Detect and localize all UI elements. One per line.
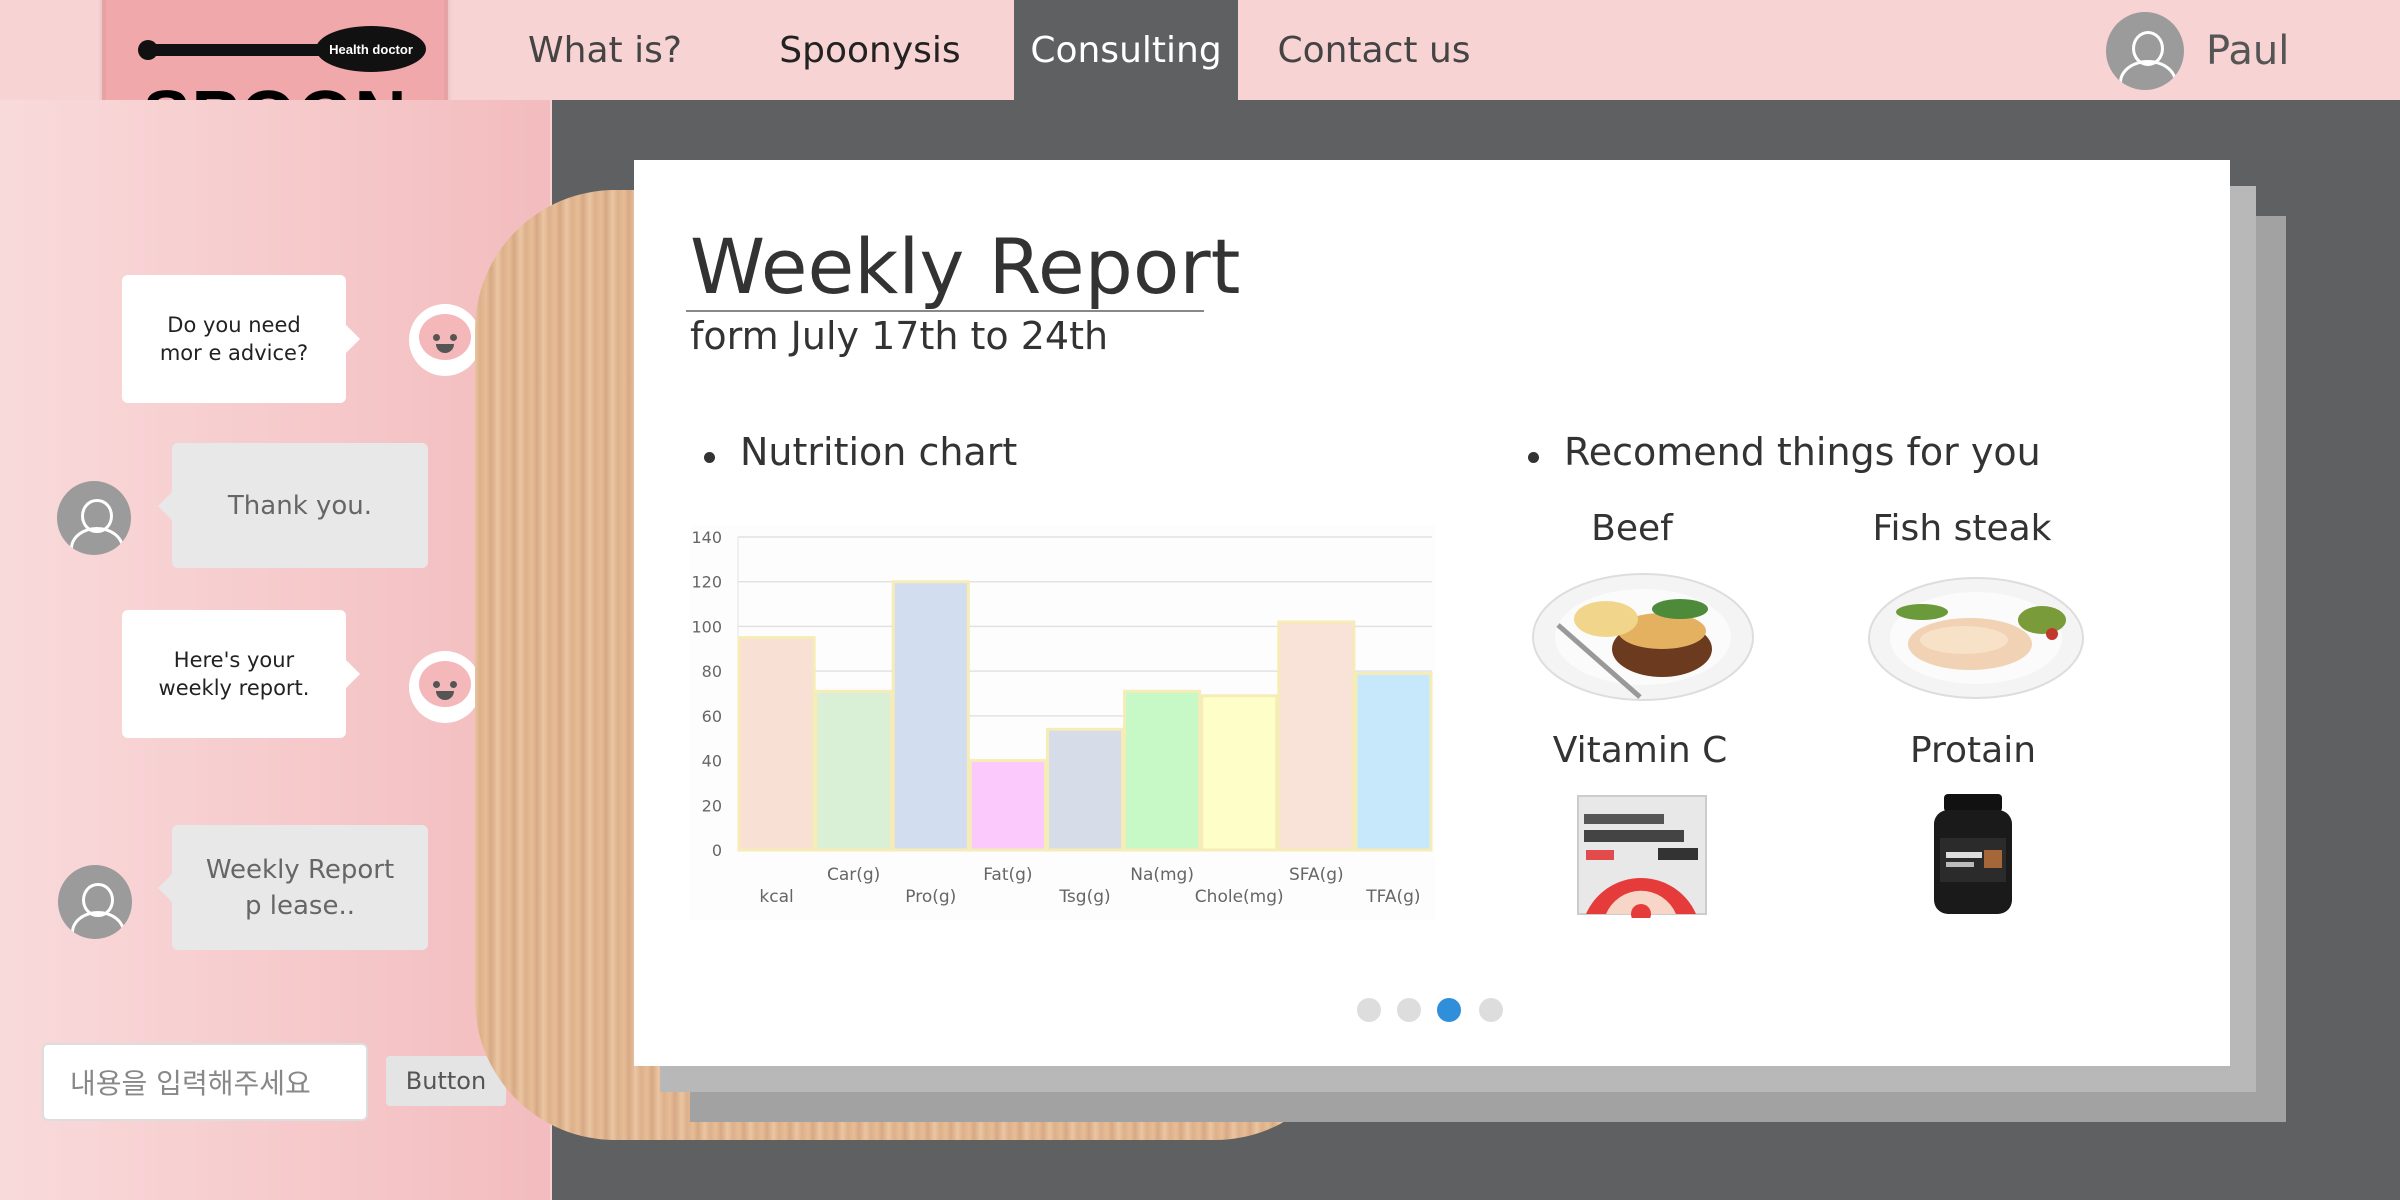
chart-bar-namg	[1123, 689, 1202, 852]
chart-x-tick-label: SFA(g)	[1289, 865, 1344, 885]
beef-dish-image[interactable]	[1530, 565, 1756, 710]
user-avatar-icon	[58, 865, 132, 939]
bot-hair	[419, 314, 471, 360]
bot-mouth	[436, 691, 454, 700]
chart-bar-cholemg	[1200, 694, 1279, 852]
chat-message-text: Here's your weekly report.	[158, 648, 310, 700]
carousel-dot[interactable]	[1397, 998, 1421, 1022]
nav-what-is[interactable]: What is?	[528, 29, 682, 71]
chart-bar-sfag	[1277, 620, 1356, 852]
bot-mouth	[436, 344, 454, 353]
rec-name-vitamin-c: Vitamin C	[1552, 730, 1728, 771]
chart-bar-tfag	[1354, 671, 1433, 852]
bot-eye	[433, 681, 440, 688]
nutrition-heading: Nutrition chart	[703, 430, 1018, 474]
rec-name-protein: Protain	[1909, 730, 2037, 771]
chart-y-tick-label: 100	[691, 617, 722, 636]
bot-eye	[433, 334, 440, 341]
chart-bars	[737, 580, 1433, 852]
bot-eye	[450, 681, 457, 688]
chart-x-tick-label: Fat(g)	[983, 865, 1032, 885]
report-title: Weekly Report	[690, 222, 1241, 311]
chart-x-tick-label: Tsg(g)	[1058, 887, 1110, 907]
bot-hair	[419, 661, 471, 707]
nav-consulting[interactable]: Consulting	[1014, 0, 1238, 100]
chart-x-tick-label: Car(g)	[827, 865, 880, 885]
protein-jar-image[interactable]	[1930, 792, 2016, 920]
chat-message-text: Thank you.	[227, 490, 373, 521]
chart-x-tick-label: Chole(mg)	[1195, 887, 1284, 907]
title-divider	[686, 310, 1204, 312]
user-avatar-icon	[57, 481, 131, 555]
logo-badge-text: Health doctor	[329, 41, 413, 57]
carousel-dot-active[interactable]	[1437, 998, 1461, 1022]
user-profile[interactable]: Paul	[2106, 12, 2289, 90]
chart-y-tick-label: 120	[691, 573, 722, 592]
chat-input[interactable]: 내용을 입력해주세요	[42, 1043, 368, 1121]
bot-face-icon	[409, 651, 481, 723]
rec-name-beef: Beef	[1591, 508, 1673, 549]
chart-bar-prog	[891, 580, 970, 852]
chart-y-tick-label: 140	[691, 528, 722, 547]
chart-bar-kcal	[737, 636, 816, 852]
chart-x-axis: kcal Car(g) Pro(g) Fat(g) Tsg(g) Na(mg)Chole(…	[759, 865, 1420, 907]
chat-message-text: Do you need mor e advice?	[159, 313, 309, 365]
chat-message-bot: Here's your weekly report.	[122, 610, 360, 738]
carousel-dot[interactable]	[1357, 998, 1381, 1022]
chat-send-button[interactable]: Button	[386, 1056, 506, 1106]
chart-y-tick-label: 60	[702, 707, 722, 726]
bot-eye	[450, 334, 457, 341]
recommend-heading: Recomend things for you	[1528, 430, 2041, 474]
chart-y-tick-label: 40	[702, 752, 722, 771]
top-nav-bar: Health doctor SPOON What is? Spoonysis C…	[0, 0, 2400, 176]
nav-contact-us[interactable]: Contact us	[1277, 29, 1471, 71]
chart-x-tick-label: kcal	[759, 887, 793, 907]
vitamin-c-box-image[interactable]	[1574, 792, 1710, 918]
chat-message-user: Thank you.	[158, 443, 428, 568]
chart-x-tick-label: Pro(g)	[905, 887, 956, 907]
chart-y-tick-label: 20	[702, 796, 722, 815]
chat-message-text: Weekly Report p lease..	[205, 854, 395, 921]
nav-spoonysis[interactable]: Spoonysis	[779, 29, 961, 71]
carousel-dot[interactable]	[1479, 998, 1503, 1022]
bot-face-icon	[409, 304, 481, 376]
chart-y-axis: 0 20 40 60 80 100 120 140	[691, 528, 722, 860]
rec-name-fish-steak: Fish steak	[1872, 508, 2052, 549]
fish-steak-dish-image[interactable]	[1866, 570, 2086, 704]
chat-message-user: Weekly Report p lease..	[158, 825, 428, 950]
chat-message-bot: Do you need mor e advice?	[122, 275, 360, 403]
spoon-bowl: Health doctor	[316, 26, 426, 72]
chart-bar-tsgg	[1045, 727, 1125, 852]
chart-x-tick-label: Na(mg)	[1130, 865, 1194, 885]
chart-x-tick-label: TFA(g)	[1365, 887, 1420, 907]
user-name: Paul	[2206, 28, 2290, 74]
chart-bar-carg	[814, 689, 893, 852]
chart-y-tick-label: 80	[702, 662, 722, 681]
user-avatar-icon	[2106, 12, 2184, 90]
report-date-range: form July 17th to 24th	[690, 314, 1109, 358]
chart-y-tick-label: 0	[712, 841, 722, 860]
spoon-icon	[142, 44, 332, 56]
chart-bar-fatg	[968, 759, 1047, 852]
nutrition-chart: 0 20 40 60 80 100 120 140 kcal Car(g) Pro(g) Fat(g…	[690, 525, 1435, 920]
